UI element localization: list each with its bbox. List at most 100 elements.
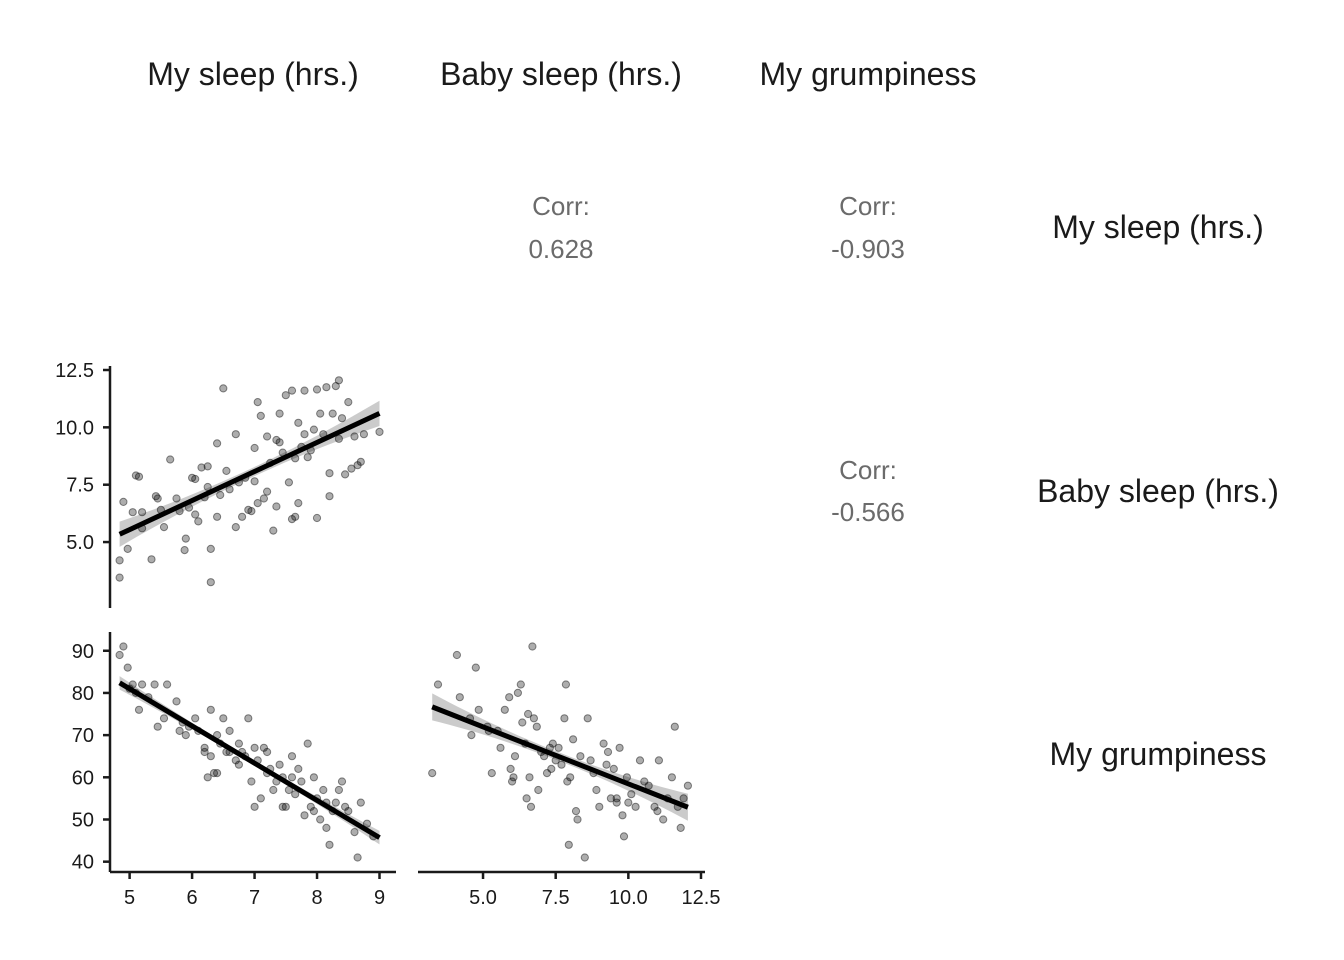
y-tick-label: 80 xyxy=(72,683,94,705)
data-point xyxy=(247,507,256,516)
data-point xyxy=(159,523,169,532)
data-point xyxy=(303,453,312,462)
data-point xyxy=(452,650,461,660)
data-point xyxy=(316,815,325,824)
data-point xyxy=(341,470,350,479)
column-label-grumpiness: My grumpiness xyxy=(760,56,977,92)
data-point xyxy=(356,798,365,807)
data-point xyxy=(433,680,443,689)
scatter-panels xyxy=(115,376,693,862)
data-point xyxy=(115,650,124,660)
data-point xyxy=(328,409,337,418)
data-point xyxy=(213,512,222,521)
data-point xyxy=(238,512,247,521)
column-label-baby-sleep: Baby sleep (hrs.) xyxy=(440,56,682,92)
x-tick-label: 8 xyxy=(311,887,322,909)
data-point xyxy=(269,526,278,535)
data-point xyxy=(583,714,592,723)
data-point xyxy=(284,478,293,487)
x-tick-label: 7.5 xyxy=(542,887,570,909)
data-point xyxy=(659,815,668,824)
data-point xyxy=(353,853,362,862)
data-point xyxy=(234,760,243,769)
corr-label-sleep-grump: Corr: xyxy=(839,191,897,221)
data-point xyxy=(172,494,181,503)
data-point xyxy=(153,722,162,731)
data-point xyxy=(341,802,350,811)
data-point xyxy=(256,794,265,803)
data-point xyxy=(119,497,128,506)
data-point xyxy=(253,398,262,407)
data-point xyxy=(316,409,325,418)
data-point xyxy=(281,391,290,400)
data-point xyxy=(312,513,322,523)
data-point xyxy=(455,693,464,702)
data-point xyxy=(250,477,259,486)
data-point xyxy=(231,430,240,439)
corr-label-sleep-baby: Corr: xyxy=(532,191,590,221)
data-point xyxy=(586,756,595,765)
data-point xyxy=(294,499,303,508)
data-point xyxy=(375,427,384,436)
x-tick-label: 12.5 xyxy=(682,887,721,909)
data-point xyxy=(138,508,147,517)
data-point xyxy=(322,823,331,833)
data-point xyxy=(563,777,572,786)
data-point xyxy=(300,811,309,820)
data-point xyxy=(272,435,281,445)
data-point xyxy=(259,743,268,752)
data-point xyxy=(206,578,215,587)
data-point xyxy=(309,425,318,434)
data-point xyxy=(256,411,265,420)
data-point xyxy=(500,705,509,714)
y-tick-label: 90 xyxy=(72,641,94,663)
data-point xyxy=(534,785,543,795)
data-point xyxy=(525,773,534,782)
data-point xyxy=(624,798,633,807)
x-axis-my-sleep: 5 6 7 8 9 xyxy=(110,870,396,909)
row-label-my-sleep: My sleep (hrs.) xyxy=(1052,209,1264,245)
data-point xyxy=(263,432,272,441)
data-point xyxy=(571,807,581,816)
data-point xyxy=(609,764,618,774)
data-point xyxy=(564,840,573,849)
data-point xyxy=(532,722,541,731)
data-point xyxy=(147,555,156,564)
y-tick-label: 50 xyxy=(72,809,94,831)
data-point xyxy=(203,462,212,471)
data-point xyxy=(506,764,515,774)
data-point xyxy=(619,832,629,841)
data-point xyxy=(627,790,636,799)
data-point xyxy=(197,463,206,472)
data-point xyxy=(322,383,331,392)
data-point xyxy=(471,663,480,672)
corr-value-baby-grump: -0.566 xyxy=(831,497,905,527)
data-point xyxy=(667,773,677,782)
panel-baby-vs-my-sleep xyxy=(115,376,384,587)
data-point xyxy=(653,807,662,816)
data-point xyxy=(350,828,359,837)
data-point xyxy=(294,764,303,774)
data-point xyxy=(163,680,172,689)
data-point xyxy=(522,794,531,803)
data-point xyxy=(172,697,181,706)
data-point xyxy=(542,769,552,778)
data-point xyxy=(151,492,160,501)
data-point xyxy=(496,743,505,752)
data-point xyxy=(131,471,140,480)
data-point xyxy=(487,769,496,778)
data-point xyxy=(650,802,659,811)
data-point xyxy=(300,386,309,395)
data-point xyxy=(272,502,281,511)
data-point xyxy=(547,764,556,774)
data-point xyxy=(474,705,483,714)
data-point xyxy=(528,642,537,651)
data-point xyxy=(526,802,536,811)
data-point xyxy=(603,747,613,757)
data-point xyxy=(548,739,557,748)
data-point xyxy=(566,773,575,782)
data-point xyxy=(275,409,284,418)
data-point xyxy=(331,798,340,807)
y-tick-label: 70 xyxy=(72,725,94,747)
data-point xyxy=(134,705,144,714)
